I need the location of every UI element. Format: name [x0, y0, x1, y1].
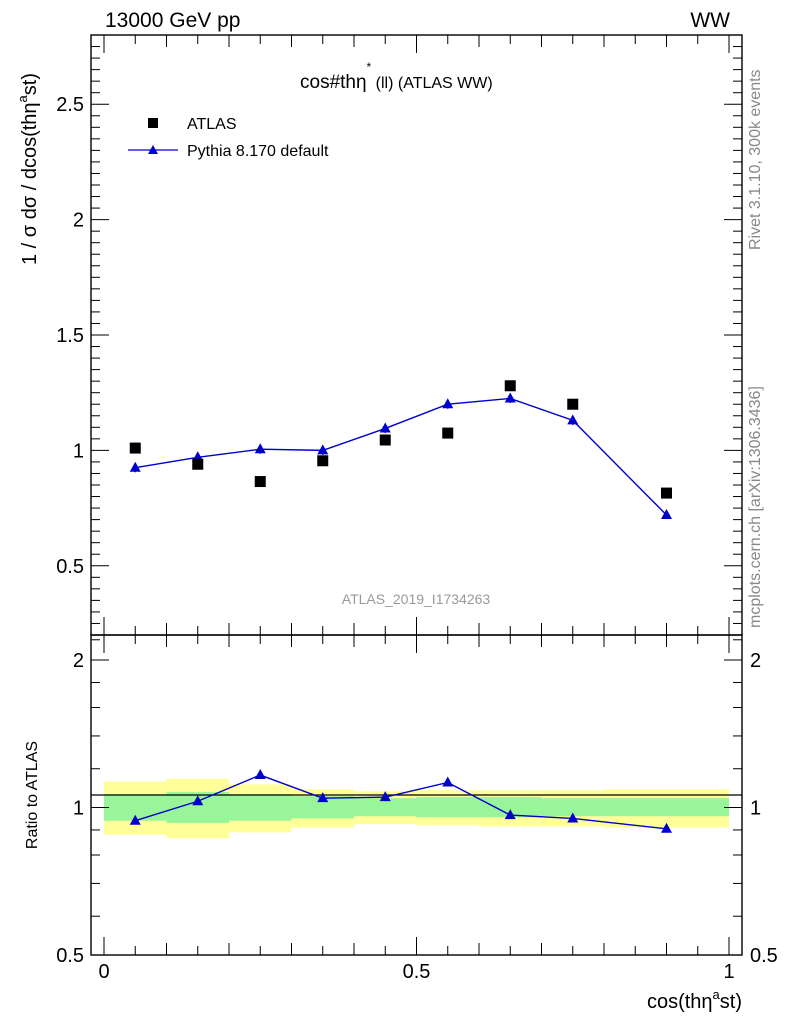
ratio-point — [379, 791, 391, 802]
ratio-point — [129, 814, 141, 825]
ratio-y-tick-labels: 0.5 0.5 1 1 2 2 — [56, 650, 778, 967]
ratio-band-inner — [541, 798, 604, 817]
ratio-ticks — [91, 635, 742, 956]
atlas-point — [567, 398, 579, 410]
atlas-point — [254, 476, 266, 488]
y-tick-label: 0.5 — [56, 556, 84, 578]
atlas-point — [442, 427, 454, 439]
atlas-point — [317, 455, 329, 467]
ratio-band-inner — [291, 796, 354, 819]
y-tick-label: 1.5 — [56, 325, 84, 347]
ratio-point — [442, 776, 454, 787]
main-y-tick-labels: 0.5 1 1.5 2 2.5 — [56, 94, 84, 578]
ratio-x-tick-label: 0 — [98, 961, 109, 983]
main-title: cos#thη* (ll) (ATLAS WW) — [300, 60, 493, 93]
ratio-point — [192, 795, 204, 806]
ratio-xlabel-sup: a — [713, 987, 721, 1002]
legend: ATLAS Pythia 8.170 default — [128, 116, 329, 160]
main-marks — [129, 380, 672, 519]
ratio-xlabel-end: st) — [720, 991, 742, 1013]
watermark: ATLAS_2019_I1734263 — [342, 591, 491, 607]
main-title-sub: (ll) (ATLAS WW) — [371, 75, 492, 92]
ratio-y-tick-label: 2 — [73, 650, 84, 672]
ratio-x-tick-labels: 0 0.5 1 — [98, 961, 734, 983]
ratio-y-tick-label-right: 0.5 — [750, 945, 778, 967]
ratio-point — [317, 792, 329, 803]
main-ylabel: 1 / σ dσ / dcos(thηast) — [15, 73, 41, 265]
ratio-x-tick-label: 0.5 — [403, 961, 431, 983]
ratio-point — [567, 812, 579, 823]
atlas-point — [504, 380, 516, 392]
pythia-point — [567, 414, 579, 425]
ratio-point — [504, 809, 516, 820]
y-tick-label: 2 — [73, 210, 84, 232]
ratio-y-tick-label: 1 — [73, 798, 84, 820]
ratio-marks — [129, 769, 672, 833]
ratio-x-tick-label: 1 — [723, 961, 734, 983]
main-title-sup: * — [367, 60, 372, 74]
ratio-band-inner — [354, 798, 417, 817]
ratio-frame — [90, 634, 743, 956]
ratio-point — [254, 769, 266, 780]
main-panel: 0.5 1 1.5 2 2.5 cos#thη* (ll) (ATLAS WW) 1 /… — [15, 34, 743, 636]
ratio-y-tick-label-right: 2 — [750, 650, 761, 672]
ratio-xlabel-main: cos(thη — [647, 991, 713, 1013]
atlas-point — [192, 458, 204, 470]
ratio-band-inner — [229, 794, 292, 821]
legend-pythia-marker — [148, 145, 158, 154]
ratio-y-tick-label-right: 1 — [750, 798, 761, 820]
legend-atlas-label: ATLAS — [187, 116, 237, 133]
pythia-point — [504, 392, 516, 403]
pythia-point — [661, 509, 672, 519]
pythia-point — [317, 444, 329, 455]
main-ylabel-main: 1 / σ dσ / dcos(thη — [19, 102, 41, 265]
rivet-label: Rivet 3.1.10, 300k events — [747, 69, 764, 250]
pythia-point — [442, 398, 454, 409]
main-ylabel-end: st) — [19, 73, 41, 95]
atlas-point — [661, 487, 672, 499]
pythia-point — [379, 422, 391, 433]
header-left: 13000 GeV pp — [105, 9, 240, 32]
main-title-main: cos#thη — [300, 72, 367, 93]
atlas-point — [129, 442, 141, 454]
atlas-point — [379, 434, 391, 446]
header-right: WW — [690, 9, 730, 32]
ratio-band-inner — [479, 797, 542, 818]
y-tick-label: 1 — [73, 440, 84, 462]
mcplots-label: mcplots.cern.ch [arXiv:1306.3436] — [747, 386, 764, 628]
main-ticks — [91, 34, 742, 636]
legend-atlas-marker — [148, 118, 158, 128]
main-ylabel-sup: a — [15, 94, 30, 102]
y-tick-label: 2.5 — [56, 94, 84, 116]
pythia-point — [254, 443, 266, 454]
ratio-xlabel: cos(thηast) — [647, 987, 742, 1013]
ratio-panel: 0.5 0.51 12 2 0 0.5 1 Ratio to ATLAS cos(thηa… — [24, 634, 778, 1013]
ratio-ylabel: Ratio to ATLAS — [24, 741, 41, 849]
ratio-band-inner — [416, 797, 479, 818]
ratio-bands — [104, 778, 729, 839]
pythia-point — [129, 461, 141, 472]
ratio-band-inner — [604, 798, 729, 817]
pythia-line — [135, 397, 667, 516]
legend-pythia-label: Pythia 8.170 default — [187, 143, 329, 160]
ratio-point — [661, 822, 672, 833]
ratio-y-tick-label: 0.5 — [56, 945, 84, 967]
